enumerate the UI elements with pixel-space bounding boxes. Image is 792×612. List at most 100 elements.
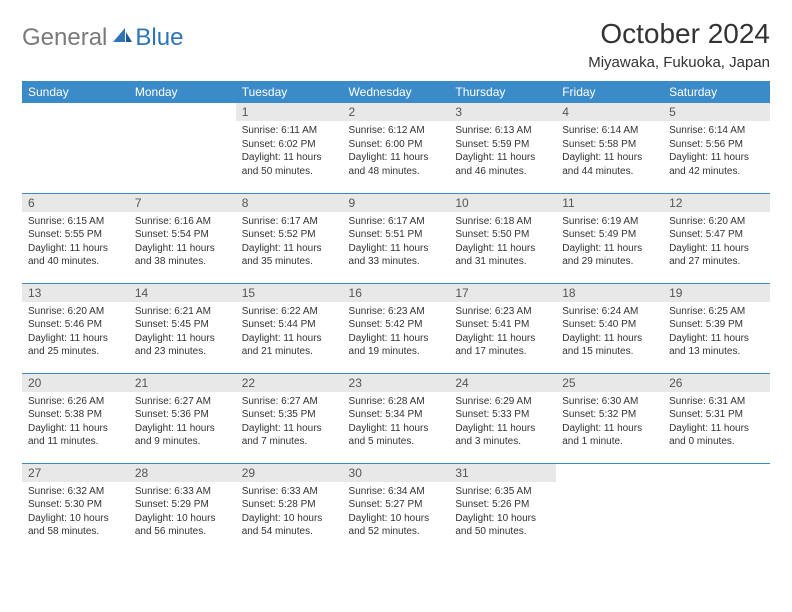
day-ss: Sunset: 5:33 PM	[455, 408, 550, 422]
day-ss: Sunset: 5:50 PM	[455, 228, 550, 242]
weekday-header: Sunday	[22, 81, 129, 103]
day-sr: Sunrise: 6:13 AM	[455, 124, 550, 138]
day-number: 12	[663, 194, 770, 212]
day-ss: Sunset: 5:41 PM	[455, 318, 550, 332]
day-sr: Sunrise: 6:34 AM	[349, 485, 444, 499]
day-dl: Daylight: 11 hours and 38 minutes.	[135, 242, 230, 269]
day-dl: Daylight: 11 hours and 17 minutes.	[455, 332, 550, 359]
day-number: 11	[556, 194, 663, 212]
day-details: Sunrise: 6:23 AMSunset: 5:42 PMDaylight:…	[343, 302, 450, 363]
day-details: Sunrise: 6:31 AMSunset: 5:31 PMDaylight:…	[663, 392, 770, 453]
calendar-cell: ..	[129, 103, 236, 193]
day-details: Sunrise: 6:33 AMSunset: 5:29 PMDaylight:…	[129, 482, 236, 543]
day-sr: Sunrise: 6:17 AM	[349, 215, 444, 229]
calendar-cell: 21Sunrise: 6:27 AMSunset: 5:36 PMDayligh…	[129, 373, 236, 463]
day-ss: Sunset: 5:32 PM	[562, 408, 657, 422]
day-details: Sunrise: 6:22 AMSunset: 5:44 PMDaylight:…	[236, 302, 343, 363]
day-number: 2	[343, 103, 450, 121]
day-ss: Sunset: 5:49 PM	[562, 228, 657, 242]
day-number: 20	[22, 374, 129, 392]
weekday-header: Thursday	[449, 81, 556, 103]
day-sr: Sunrise: 6:32 AM	[28, 485, 123, 499]
day-number: 8	[236, 194, 343, 212]
day-number: 22	[236, 374, 343, 392]
logo-sail-icon	[111, 26, 133, 51]
day-dl: Daylight: 10 hours and 52 minutes.	[349, 512, 444, 539]
day-details: Sunrise: 6:13 AMSunset: 5:59 PMDaylight:…	[449, 121, 556, 182]
day-sr: Sunrise: 6:23 AM	[349, 305, 444, 319]
calendar-cell: 6Sunrise: 6:15 AMSunset: 5:55 PMDaylight…	[22, 193, 129, 283]
calendar-cell: 12Sunrise: 6:20 AMSunset: 5:47 PMDayligh…	[663, 193, 770, 283]
day-number: 9	[343, 194, 450, 212]
day-sr: Sunrise: 6:14 AM	[669, 124, 764, 138]
weekday-header: Monday	[129, 81, 236, 103]
calendar-cell: ..	[663, 463, 770, 553]
calendar-cell: 7Sunrise: 6:16 AMSunset: 5:54 PMDaylight…	[129, 193, 236, 283]
day-ss: Sunset: 6:02 PM	[242, 138, 337, 152]
calendar-cell: 17Sunrise: 6:23 AMSunset: 5:41 PMDayligh…	[449, 283, 556, 373]
calendar-cell: 30Sunrise: 6:34 AMSunset: 5:27 PMDayligh…	[343, 463, 450, 553]
day-dl: Daylight: 11 hours and 35 minutes.	[242, 242, 337, 269]
day-ss: Sunset: 5:35 PM	[242, 408, 337, 422]
day-number: 14	[129, 284, 236, 302]
day-sr: Sunrise: 6:17 AM	[242, 215, 337, 229]
day-dl: Daylight: 11 hours and 31 minutes.	[455, 242, 550, 269]
day-ss: Sunset: 5:46 PM	[28, 318, 123, 332]
page-title: October 2024	[588, 18, 770, 50]
day-ss: Sunset: 5:27 PM	[349, 498, 444, 512]
day-ss: Sunset: 5:39 PM	[669, 318, 764, 332]
header: General Blue October 2024 Miyawaka, Fuku…	[22, 18, 770, 71]
day-ss: Sunset: 5:44 PM	[242, 318, 337, 332]
day-details: Sunrise: 6:34 AMSunset: 5:27 PMDaylight:…	[343, 482, 450, 543]
day-sr: Sunrise: 6:16 AM	[135, 215, 230, 229]
day-details: Sunrise: 6:27 AMSunset: 5:35 PMDaylight:…	[236, 392, 343, 453]
calendar-cell: 20Sunrise: 6:26 AMSunset: 5:38 PMDayligh…	[22, 373, 129, 463]
day-dl: Daylight: 11 hours and 21 minutes.	[242, 332, 337, 359]
day-dl: Daylight: 11 hours and 19 minutes.	[349, 332, 444, 359]
day-ss: Sunset: 5:40 PM	[562, 318, 657, 332]
day-sr: Sunrise: 6:27 AM	[242, 395, 337, 409]
logo: General Blue	[22, 24, 183, 52]
day-details: Sunrise: 6:33 AMSunset: 5:28 PMDaylight:…	[236, 482, 343, 543]
day-ss: Sunset: 5:28 PM	[242, 498, 337, 512]
day-sr: Sunrise: 6:22 AM	[242, 305, 337, 319]
day-sr: Sunrise: 6:20 AM	[669, 215, 764, 229]
calendar-cell: 29Sunrise: 6:33 AMSunset: 5:28 PMDayligh…	[236, 463, 343, 553]
day-number: 30	[343, 464, 450, 482]
day-details: Sunrise: 6:14 AMSunset: 5:58 PMDaylight:…	[556, 121, 663, 182]
day-details: Sunrise: 6:14 AMSunset: 5:56 PMDaylight:…	[663, 121, 770, 182]
title-block: October 2024 Miyawaka, Fukuoka, Japan	[588, 18, 770, 71]
day-sr: Sunrise: 6:35 AM	[455, 485, 550, 499]
calendar-cell: 22Sunrise: 6:27 AMSunset: 5:35 PMDayligh…	[236, 373, 343, 463]
calendar-cell: 31Sunrise: 6:35 AMSunset: 5:26 PMDayligh…	[449, 463, 556, 553]
day-dl: Daylight: 11 hours and 29 minutes.	[562, 242, 657, 269]
location-label: Miyawaka, Fukuoka, Japan	[588, 54, 770, 71]
calendar-week-row: 13 Sunrise: 6:20 AMSunset: 5:46 PM Dayligh…	[22, 283, 770, 373]
day-number: 7	[129, 194, 236, 212]
day-dl: Daylight: 11 hours and 9 minutes.	[135, 422, 230, 449]
calendar-cell: ..	[22, 103, 129, 193]
day-details: Sunrise: 6:20 AMSunset: 5:47 PMDaylight:…	[663, 212, 770, 273]
calendar-cell: 5Sunrise: 6:14 AMSunset: 5:56 PMDaylight…	[663, 103, 770, 193]
day-number: 19	[663, 284, 770, 302]
day-number: 13	[22, 284, 129, 302]
day-sr: Sunrise: 6:20 AM	[28, 305, 123, 319]
calendar-cell: 27Sunrise: 6:32 AMSunset: 5:30 PMDayligh…	[22, 463, 129, 553]
day-sr: Sunrise: 6:31 AM	[669, 395, 764, 409]
weekday-header: Wednesday	[343, 81, 450, 103]
day-dl: Daylight: 11 hours and 48 minutes.	[349, 151, 444, 178]
day-sr: Sunrise: 6:26 AM	[28, 395, 123, 409]
day-details: Sunrise: 6:27 AMSunset: 5:36 PMDaylight:…	[129, 392, 236, 453]
logo-text-blue: Blue	[135, 24, 183, 52]
day-number: 3	[449, 103, 556, 121]
day-details: Sunrise: 6:15 AMSunset: 5:55 PMDaylight:…	[22, 212, 129, 273]
day-number: 29	[236, 464, 343, 482]
day-number: 28	[129, 464, 236, 482]
calendar-cell: 26Sunrise: 6:31 AMSunset: 5:31 PMDayligh…	[663, 373, 770, 463]
calendar-cell: 24Sunrise: 6:29 AMSunset: 5:33 PMDayligh…	[449, 373, 556, 463]
day-number: 4	[556, 103, 663, 121]
day-sr: Sunrise: 6:12 AM	[349, 124, 444, 138]
calendar-week-row: 6Sunrise: 6:15 AMSunset: 5:55 PMDaylight…	[22, 193, 770, 283]
day-sr: Sunrise: 6:14 AM	[562, 124, 657, 138]
day-details: Sunrise: 6:21 AMSunset: 5:45 PMDaylight:…	[129, 302, 236, 363]
